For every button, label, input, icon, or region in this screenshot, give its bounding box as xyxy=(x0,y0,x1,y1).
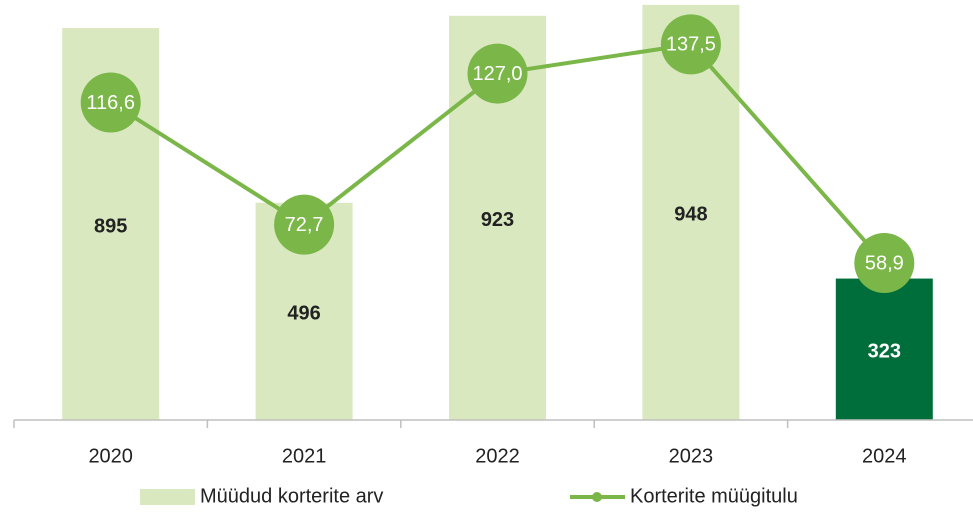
line-marker xyxy=(274,194,335,255)
legend-label: Müüdud korterite arv xyxy=(200,485,383,507)
line-value-label: 137,5 xyxy=(666,34,716,56)
x-tick-label: 2020 xyxy=(88,445,133,467)
bar-value-label: 948 xyxy=(674,204,707,226)
line-marker xyxy=(80,72,141,133)
x-tick-label: 2021 xyxy=(282,445,327,467)
legend-swatch xyxy=(140,489,195,505)
bar xyxy=(835,278,933,420)
bar-value-label: 895 xyxy=(94,215,127,237)
x-tick-label: 2024 xyxy=(862,445,907,467)
bar-value-label: 496 xyxy=(287,303,320,325)
line-value-label: 116,6 xyxy=(86,92,135,114)
x-tick-label: 2023 xyxy=(669,445,714,467)
line-marker xyxy=(467,43,528,104)
line-value-label: 58,9 xyxy=(865,252,904,274)
bar-value-label: 323 xyxy=(868,341,901,363)
x-tick-label: 2022 xyxy=(475,445,520,467)
legend-label: Korterite müügitulu xyxy=(630,485,798,507)
legend-swatch-marker xyxy=(592,492,602,502)
line-marker xyxy=(854,233,915,294)
line-value-label: 72,7 xyxy=(285,214,324,236)
line-marker xyxy=(660,14,721,75)
bar-value-label: 923 xyxy=(481,209,514,231)
line-value-label: 127,0 xyxy=(472,63,522,85)
